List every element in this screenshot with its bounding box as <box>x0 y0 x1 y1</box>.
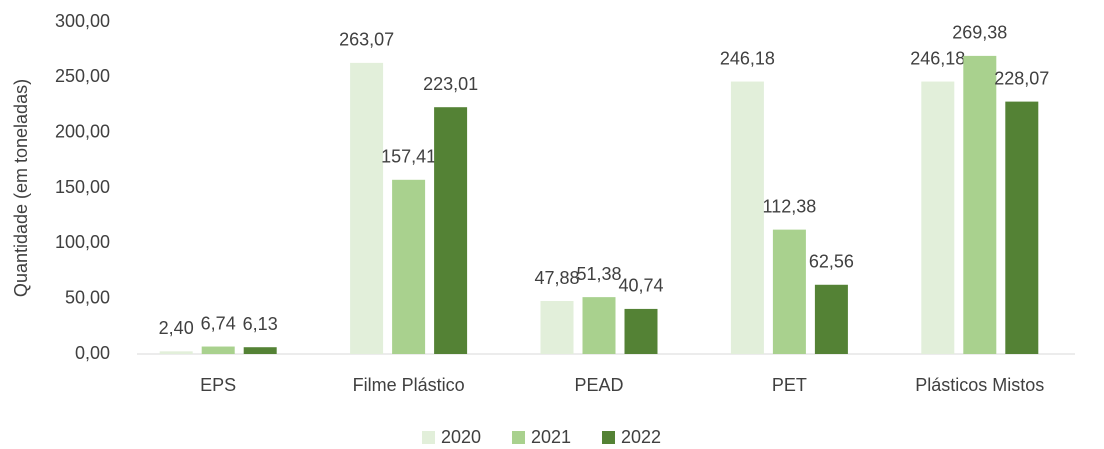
data-label: 112,38 <box>763 196 817 216</box>
data-label: 6,74 <box>201 313 236 333</box>
data-label: 47,88 <box>534 268 579 288</box>
y-tick-label: 200,00 <box>55 121 110 141</box>
bar <box>624 308 658 354</box>
y-tick-label: 150,00 <box>55 177 110 197</box>
bar <box>243 347 277 354</box>
legend-label: 2021 <box>531 427 571 447</box>
legend-label: 2020 <box>441 427 481 447</box>
x-tick-label: Filme Plástico <box>353 375 465 395</box>
y-tick-label: 100,00 <box>55 232 110 252</box>
bar <box>814 284 848 354</box>
bar <box>921 81 955 355</box>
y-tick-label: 50,00 <box>65 287 110 307</box>
data-label: 157,41 <box>381 147 436 167</box>
bar <box>201 346 235 354</box>
data-label: 51,38 <box>576 264 621 284</box>
data-label: 228,07 <box>994 68 1049 88</box>
bar <box>540 301 574 354</box>
bar <box>159 351 193 354</box>
data-label: 62,56 <box>809 252 854 272</box>
x-tick-label: PET <box>772 375 807 395</box>
bar <box>772 229 806 354</box>
y-tick-label: 0,00 <box>75 343 110 363</box>
bar <box>1005 101 1039 354</box>
y-tick-label: 300,00 <box>55 11 110 31</box>
x-tick-label: EPS <box>200 375 236 395</box>
bar <box>392 179 426 354</box>
y-tick-label: 250,00 <box>55 66 110 86</box>
legend-swatch <box>422 431 435 444</box>
bar <box>730 81 764 355</box>
data-label: 246,18 <box>910 48 965 68</box>
data-label: 6,13 <box>243 314 278 334</box>
legend-label: 2022 <box>621 427 661 447</box>
legend-swatch <box>602 431 615 444</box>
bar <box>350 62 384 354</box>
data-label: 223,01 <box>423 74 478 94</box>
data-label: 246,18 <box>720 48 775 68</box>
bar <box>434 107 468 354</box>
data-label: 263,07 <box>339 30 394 50</box>
bar <box>582 297 616 354</box>
x-tick-label: PEAD <box>574 375 623 395</box>
bar <box>963 55 997 354</box>
legend-swatch <box>512 431 525 444</box>
y-axis-title: Quantidade (em toneladas) <box>11 79 31 297</box>
data-label: 2,40 <box>159 318 194 338</box>
data-label: 40,74 <box>618 276 663 296</box>
x-tick-label: Plásticos Mistos <box>915 375 1044 395</box>
data-label: 269,38 <box>952 23 1007 43</box>
